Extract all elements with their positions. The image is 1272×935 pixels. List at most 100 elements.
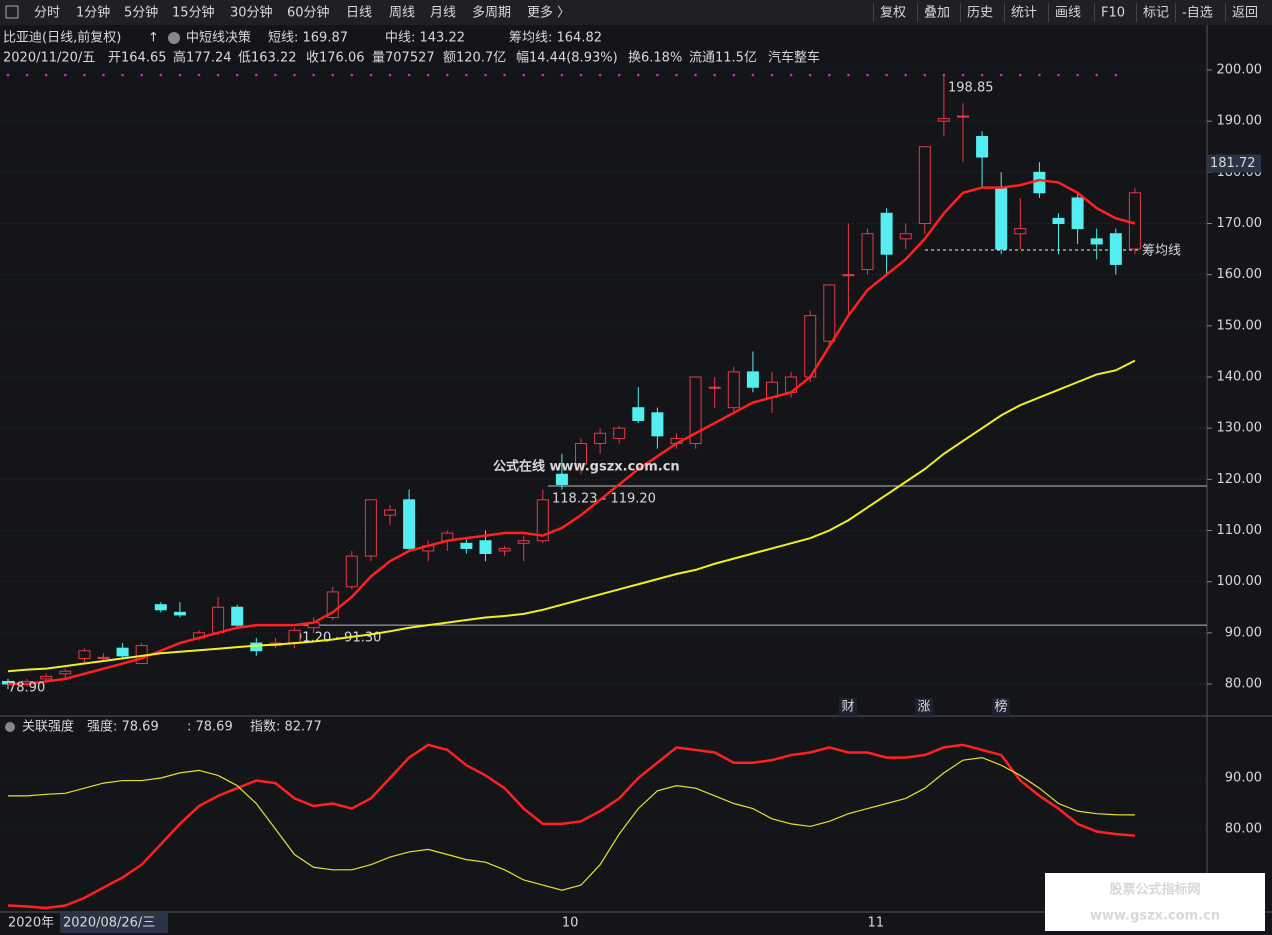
toolbar-separator: [917, 3, 918, 22]
mid-line: 中线: 143.22: [385, 31, 465, 46]
candle-body: [288, 629, 301, 644]
signal-dot: [713, 73, 716, 77]
toolbar-button[interactable]: 30分钟: [230, 5, 273, 21]
signal-dot: [121, 73, 124, 77]
toolbar-button[interactable]: 日线: [346, 6, 372, 21]
signal-dot: [789, 73, 793, 77]
signal-dot: [732, 73, 736, 77]
signal-dot: [254, 73, 258, 77]
y-tick-label: 80.00: [1225, 677, 1262, 692]
toolbar-button[interactable]: F10: [1101, 6, 1125, 21]
signal-dot: [961, 73, 965, 77]
sub-icon: [5, 722, 15, 732]
candle-body: [384, 509, 396, 516]
signal-dot: [1057, 73, 1060, 77]
candle-body: [918, 146, 931, 224]
signal-dot: [446, 73, 449, 77]
toolbar-button[interactable]: 分时: [34, 6, 60, 21]
signal-dot: [484, 73, 487, 77]
toolbar-separator: [960, 3, 961, 22]
toolbar-button[interactable]: 月线: [430, 6, 456, 21]
toolbar-button[interactable]: 60分钟: [287, 5, 330, 21]
signal-dot: [847, 73, 850, 77]
signal-dot: [770, 73, 774, 77]
watermark-box: [1045, 873, 1265, 931]
candle-body: [746, 371, 759, 388]
cursor-price-box: [1207, 154, 1261, 173]
candle-body: [173, 611, 186, 616]
candle-body: [154, 604, 167, 611]
candle-body: [498, 547, 511, 552]
signal-dot: [140, 73, 143, 77]
signal-dot: [331, 73, 335, 77]
signal-dot: [675, 73, 678, 77]
sub-index: 指数: 82.77: [250, 720, 322, 735]
toolbar-button[interactable]: 叠加: [924, 6, 950, 21]
toolbar-button[interactable]: 复权: [880, 5, 906, 21]
candle-body: [861, 233, 874, 271]
up-arrow: ↑: [148, 31, 159, 46]
toolbar-separator: [873, 3, 874, 22]
toolbar-button[interactable]: 标记: [1143, 6, 1169, 21]
candle-body: [651, 412, 664, 437]
toolbar-button[interactable]: 15分钟: [172, 5, 215, 21]
signal-dot: [274, 73, 277, 77]
sub-strength: 强度: 78.69: [87, 719, 159, 735]
candle-body: [97, 656, 110, 659]
candle-body: [708, 386, 721, 389]
toolbar-button[interactable]: 多周期: [472, 5, 511, 21]
y-tick-label: 190.00: [1217, 114, 1263, 129]
candle-body: [1033, 171, 1046, 194]
candle-body: [460, 542, 473, 549]
quote-field: 换6.18%: [628, 51, 682, 66]
toolbar-separator: [1004, 3, 1005, 22]
signal-dot: [560, 73, 564, 77]
candle-body: [937, 118, 950, 122]
signal-dot: [102, 73, 105, 77]
candle-body: [575, 443, 587, 465]
line: [7, 359, 1136, 673]
signal-dot: [312, 73, 315, 77]
y-tick-label: 120.00: [1217, 472, 1263, 487]
signal-dot: [178, 73, 182, 77]
toolbar-button[interactable]: 周线: [389, 6, 415, 21]
candle-body: [594, 432, 607, 445]
line: [8, 178, 1136, 686]
toolbar-button[interactable]: 统计: [1011, 6, 1037, 21]
y-tick-label: 100.00: [1217, 574, 1263, 589]
candle-body: [231, 606, 244, 626]
event-marker[interactable]: [839, 698, 857, 716]
candle-body: [345, 555, 358, 588]
toolbar-button[interactable]: 历史: [967, 6, 993, 21]
signal-dot: [694, 73, 697, 77]
toolbar-button[interactable]: 1分钟: [76, 5, 110, 21]
event-marker[interactable]: [915, 698, 933, 716]
x-tick-label: 10: [562, 916, 579, 931]
toolbar-button[interactable]: 返回: [1232, 6, 1258, 21]
candle-body: [1014, 228, 1027, 235]
toolbar-button[interactable]: 画线: [1055, 6, 1081, 21]
signal-dot: [6, 73, 10, 77]
candle-body: [536, 499, 549, 542]
event-marker-label: 财: [841, 700, 854, 715]
toolbar-button[interactable]: 5分钟: [124, 5, 158, 21]
signal-dot: [980, 73, 984, 77]
signal-dot: [197, 73, 201, 77]
signal-dot: [656, 73, 659, 77]
signal-dot: [503, 73, 506, 77]
candle-body: [804, 315, 817, 378]
signal-dot: [617, 73, 621, 77]
event-marker[interactable]: [992, 698, 1010, 716]
signal-dot: [293, 73, 296, 77]
toolbar-separator: [1225, 3, 1226, 22]
signal-dot: [522, 73, 525, 77]
quote-field: 幅14.44(8.93%): [516, 51, 618, 66]
toolbar-button[interactable]: 更多 〉: [527, 5, 570, 21]
y-tick-label: 150.00: [1217, 318, 1263, 333]
sub-strength2: : 78.69: [187, 720, 233, 735]
cost-label: 筹均线: [1142, 243, 1181, 259]
candle-body: [326, 591, 339, 618]
candle-body: [976, 136, 989, 158]
signal-dot: [216, 73, 220, 77]
toolbar-button[interactable]: -自选: [1182, 6, 1213, 21]
